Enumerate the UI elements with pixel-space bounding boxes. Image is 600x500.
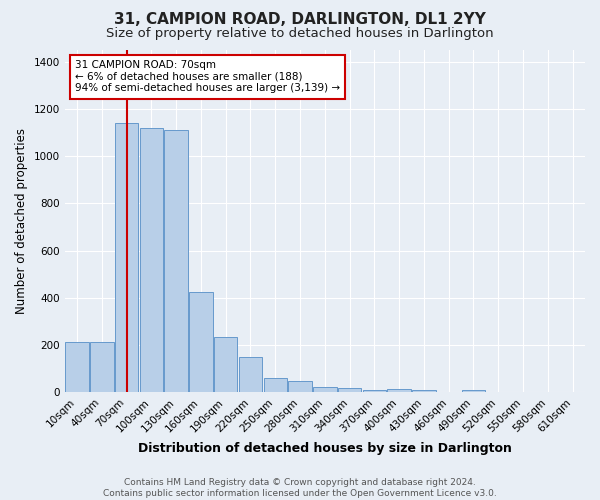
X-axis label: Distribution of detached houses by size in Darlington: Distribution of detached houses by size … bbox=[138, 442, 512, 455]
Text: Size of property relative to detached houses in Darlington: Size of property relative to detached ho… bbox=[106, 28, 494, 40]
Bar bbox=[263, 378, 287, 392]
Bar bbox=[189, 292, 213, 392]
Text: 31, CAMPION ROAD, DARLINGTON, DL1 2YY: 31, CAMPION ROAD, DARLINGTON, DL1 2YY bbox=[114, 12, 486, 28]
Text: Contains HM Land Registry data © Crown copyright and database right 2024.
Contai: Contains HM Land Registry data © Crown c… bbox=[103, 478, 497, 498]
Bar bbox=[115, 123, 139, 392]
Bar bbox=[164, 130, 188, 392]
Bar bbox=[288, 382, 312, 392]
Bar bbox=[90, 342, 113, 392]
Y-axis label: Number of detached properties: Number of detached properties bbox=[15, 128, 28, 314]
Bar bbox=[140, 128, 163, 392]
Bar bbox=[313, 387, 337, 392]
Bar bbox=[462, 390, 485, 392]
Bar bbox=[338, 388, 361, 392]
Bar bbox=[362, 390, 386, 392]
Bar bbox=[388, 389, 411, 392]
Bar bbox=[65, 342, 89, 392]
Text: 31 CAMPION ROAD: 70sqm
← 6% of detached houses are smaller (188)
94% of semi-det: 31 CAMPION ROAD: 70sqm ← 6% of detached … bbox=[75, 60, 340, 94]
Bar bbox=[239, 357, 262, 392]
Bar bbox=[214, 336, 238, 392]
Bar bbox=[412, 390, 436, 392]
